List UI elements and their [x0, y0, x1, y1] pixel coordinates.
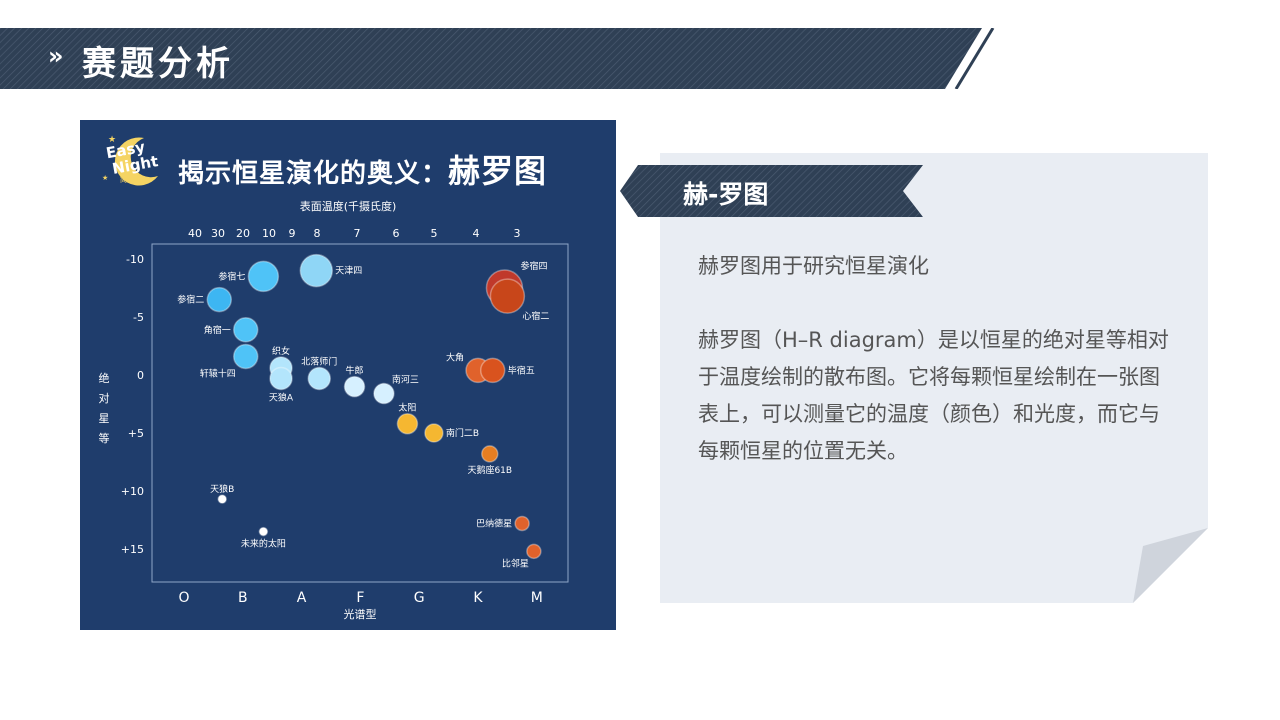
- top-tick-label: 9: [289, 227, 296, 240]
- star-label: 南河三: [392, 374, 419, 386]
- star-label: 轩辕十四: [200, 367, 236, 379]
- star-label: 天津四: [335, 266, 362, 277]
- y-axis-label: 等: [99, 431, 110, 445]
- star-point: [489, 278, 526, 314]
- y-tick-label: -5: [133, 311, 144, 324]
- star-point: [479, 357, 506, 384]
- star-point: [373, 382, 395, 405]
- top-tick-label: 8: [314, 227, 321, 240]
- star-label: 参宿四: [520, 260, 547, 272]
- star-point: [299, 253, 334, 288]
- star-point: [514, 515, 530, 532]
- star-label: 大角: [446, 351, 464, 363]
- x-tick-label: K: [473, 590, 483, 606]
- star-label: 心宿二: [522, 310, 549, 322]
- y-tick-label: +5: [128, 427, 144, 440]
- top-tick-label: 4: [473, 227, 480, 240]
- x-tick-label: F: [356, 590, 364, 606]
- star-label: 天狼A: [269, 391, 294, 403]
- star-point: [481, 445, 499, 463]
- star-label: 巴纳德星: [476, 517, 512, 529]
- x-tick-label: A: [297, 590, 307, 606]
- star-label: 比邻星: [502, 557, 529, 569]
- y-axis-label: 绝: [99, 371, 110, 385]
- y-tick-label: 0: [137, 369, 144, 382]
- star-point: [206, 286, 233, 313]
- star-label: 织女: [272, 345, 290, 357]
- star-point: [232, 317, 259, 343]
- x-tick-label: M: [531, 590, 543, 606]
- page-curl-decoration: [1133, 528, 1208, 603]
- info-card: [660, 153, 1208, 603]
- top-tick-label: 10: [262, 227, 276, 240]
- star-label: 参宿七: [218, 270, 245, 282]
- easy-night-logo: ★ ★ Easy Night 简单夜空: [102, 135, 160, 186]
- svg-text:★: ★: [108, 135, 116, 145]
- star-point: [269, 366, 293, 391]
- star-label: 角宿一: [204, 324, 231, 336]
- header-banner: [0, 28, 995, 89]
- x-tick-label: O: [178, 590, 189, 606]
- svg-text:★: ★: [102, 174, 108, 182]
- top-tick-label: 40: [188, 227, 202, 240]
- y-tick-label: -10: [126, 253, 144, 266]
- card-intro-text: 赫罗图用于研究恒星演化: [698, 254, 929, 278]
- hr-scatter-chart: 40 30 20 10 9 8 7 6 5 4 3 O B A F G K M 光谱型 -10 -5 0 +5 +10 +15 绝…: [99, 227, 569, 621]
- top-tick-label: 3: [514, 227, 521, 240]
- star-label: 未来的太阳: [241, 538, 286, 550]
- star-label: 天狼B: [210, 483, 234, 495]
- plot-frame: [151, 243, 569, 583]
- star-label: 牛郎: [346, 365, 364, 377]
- star-point: [396, 412, 419, 435]
- hr-diagram-image: ★ ★ Easy Night 简单夜空 揭示恒星演化的奥义：赫罗图 表面温度(千…: [80, 120, 616, 630]
- top-tick-label: 20: [236, 227, 250, 240]
- page-title: 赛题分析: [82, 44, 234, 84]
- card-description-text: 赫罗图（H–R diagram）是以恒星的绝对星等相对于温度绘制的散布图。它将每…: [698, 328, 1169, 463]
- star-point: [258, 526, 269, 537]
- star-point: [247, 260, 280, 293]
- x-tick-label: G: [414, 590, 425, 606]
- chart-title: 揭示恒星演化的奥义：赫罗图: [178, 152, 548, 190]
- star-label: 太阳: [398, 402, 416, 414]
- x-tick-label: B: [238, 590, 248, 606]
- top-tick-label: 6: [393, 227, 400, 240]
- top-tick-label: 7: [354, 227, 361, 240]
- star-label: 毕宿五: [508, 364, 535, 376]
- y-tick-label: +10: [121, 485, 144, 498]
- double-chevron-icon: »: [48, 42, 63, 70]
- y-tick-label: +15: [121, 543, 144, 556]
- star-label: 参宿二: [177, 294, 204, 306]
- x-axis-label: 光谱型: [344, 607, 377, 621]
- top-tick-label: 5: [431, 227, 438, 240]
- star-label: 南门二B: [446, 427, 479, 439]
- top-axis-title: 表面温度(千摄氏度): [299, 200, 397, 213]
- star-point: [232, 343, 259, 370]
- star-label: 天鹅座61B: [467, 464, 512, 476]
- card-heading: 赫-罗图: [683, 180, 769, 209]
- star-point: [526, 543, 542, 560]
- star-point: [307, 366, 331, 391]
- y-axis-label: 对: [99, 391, 110, 405]
- star-point: [424, 423, 444, 443]
- star-point: [343, 375, 366, 398]
- top-tick-label: 30: [211, 227, 225, 240]
- y-axis-label: 星: [99, 412, 110, 425]
- heading-ribbon: [620, 165, 923, 217]
- star-label: 北落师门: [301, 355, 337, 367]
- star-point: [217, 494, 227, 504]
